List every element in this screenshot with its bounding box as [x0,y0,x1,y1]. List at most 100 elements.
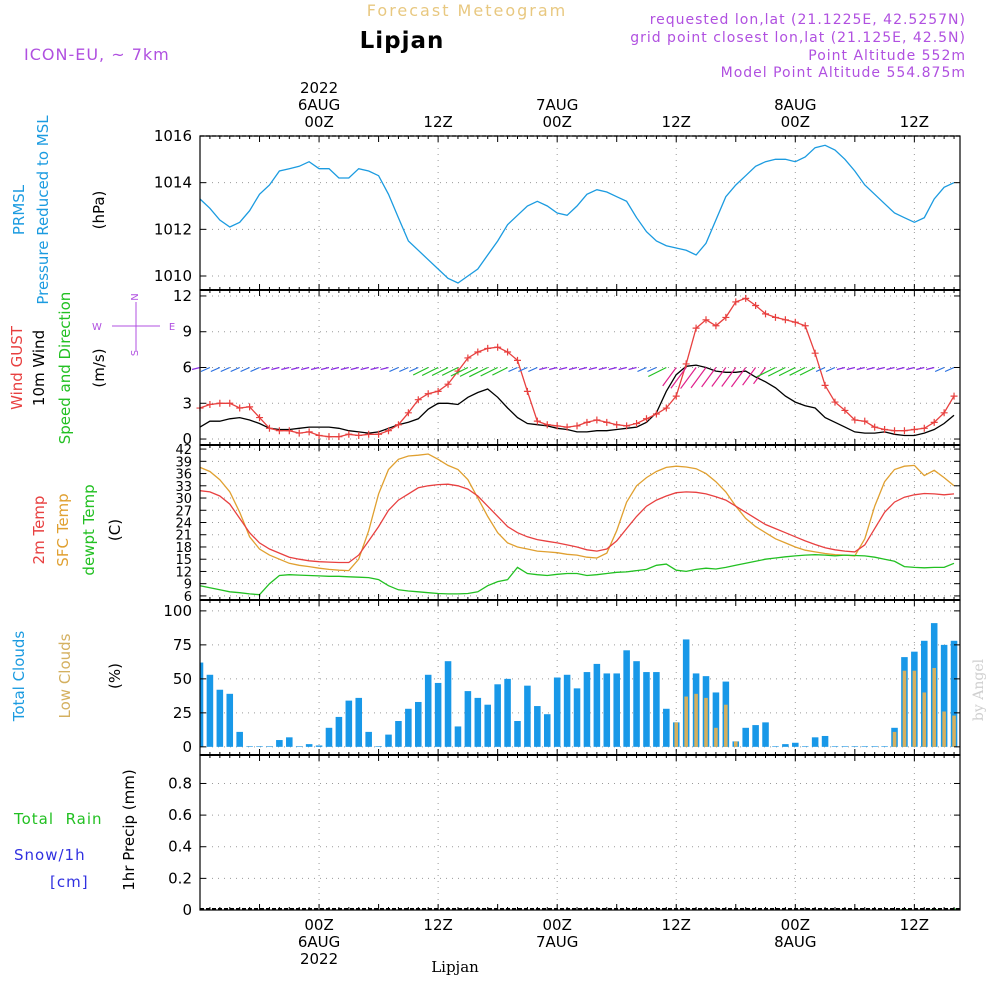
wind-direction-arrow [856,366,865,371]
pressure-line [199,144,955,284]
wind-direction-arrow [558,366,568,371]
y-tick-label: 1010 [154,267,192,285]
wind-speed-line [199,364,955,437]
total-cloud-bar [563,674,571,747]
low-cloud-bar [932,667,936,747]
y-tick-label: 50 [173,670,192,688]
y-tick-label: 39 [175,455,192,470]
y-tick-label: 0.6 [168,806,192,824]
total-cloud-bar [603,673,611,747]
total-cloud-bar [395,721,402,747]
wind-gust-point [771,313,779,321]
pressure-unit: (hPa) [90,191,108,230]
wind-gust-point [662,404,670,412]
total-cloud-bar [504,678,511,747]
y-tick-label: 1012 [154,220,192,238]
wind-gust-point [682,360,690,368]
wind-direction-arrow [210,366,221,373]
y-tick-label: 6 [182,359,192,377]
total-cloud-bar [742,727,749,747]
panel-frame [199,135,961,291]
model-name: ICON-EU, ~ 7km [24,45,170,64]
wind-direction-arrow [421,366,439,377]
wind-direction-arrow [598,366,607,371]
wind-direction-arrow [799,366,816,376]
precip-unit: 1hr Precip (mm) [120,769,138,890]
total-cloud-bar [653,672,660,747]
wind-direction-arrow [934,366,945,373]
dewpt-line [199,554,955,596]
y-tick-label: 0.8 [168,774,192,792]
x-top-label: 7AUG [536,96,578,114]
requested-coords: requested lon,lat (21.1225E, 42.5257N) [650,12,966,28]
total-cloud-bar [325,727,333,747]
location-title: Lipjan [360,28,445,54]
total-cloud-bar [553,677,561,747]
total-cloud-bar [315,745,323,747]
wind-direction-arrow [944,366,955,373]
total-cloud-bar [216,689,224,747]
wind-gust-point [742,294,750,302]
wind-direction-arrow [469,366,488,378]
total-cloud-bar [583,672,591,747]
wind-direction-arrow [310,366,320,371]
total-cloud-bar [643,672,650,747]
y-tick-label: 0 [182,430,192,448]
wind-gust-point [593,416,601,424]
wind-direction-arrow [300,366,310,371]
low-cloud-bar [694,693,698,747]
x-top-label: 12Z [423,113,452,131]
y-tick-label: 9 [184,578,192,593]
wind-gust-point [712,322,720,330]
wind-gust-point [791,318,799,326]
total-cloud-bar [365,731,372,747]
precip-snow-label: Snow/1h [14,846,86,864]
y-tick-label: 1016 [154,127,192,145]
temp-2m-label: 2m Temp [30,496,48,565]
total-cloud-bar [682,639,690,747]
wind-direction-arrow [399,366,409,373]
wind-gust-point [444,380,452,388]
wind-direction-arrow [200,366,211,373]
x-top-label: 12Z [662,113,691,131]
low-cloud-bar [922,692,927,747]
total-cloud-bar [305,744,313,747]
wind-gust-point [206,400,214,408]
total-cloud-bar [424,674,432,747]
wind-gust-point [513,356,521,364]
wind-direction-arrow [588,366,598,371]
x-bottom-label: 6AUG [298,933,340,951]
wind-direction-arrow [836,366,846,371]
total-cloud-bar [206,674,214,747]
wind-gust-point [563,423,571,431]
total-cloud-bar [712,692,720,747]
low-cloud-bar [674,722,679,747]
total-cloud-bar [464,691,472,747]
wind-direction-arrow [441,366,459,376]
wind-direction-arrow [916,366,925,371]
wind-direction-arrow [568,366,578,371]
x-top-label: 00Z [542,113,571,131]
wind-gust-point [891,427,899,435]
total-cloud-bar [573,688,581,747]
wind-gust-point [811,349,819,357]
low-cloud-bar [942,711,946,747]
wind-direction-arrow [240,366,250,373]
compass-rose: N S W E [92,293,175,356]
wind-direction-arrow [528,366,538,373]
x-bottom-label: 00Z [781,916,810,934]
y-tick-label: 25 [173,704,192,722]
data-layer [191,144,958,910]
wind-gust-point [642,415,650,423]
wind-gust-point [385,427,393,435]
wind-gust-point [504,348,512,356]
y-tick-label: 24 [175,517,192,532]
wind-unit: (m/s) [90,348,108,387]
y-tick-label: 0 [182,738,192,756]
wind-direction-arrow [250,366,260,373]
wind-gust-point [464,354,472,362]
point-altitude: Point Altitude 552m [808,48,966,64]
wind-direction-arrow [756,366,776,378]
wind-direction-arrow [191,366,201,371]
wind-direction-arrow [271,366,280,371]
